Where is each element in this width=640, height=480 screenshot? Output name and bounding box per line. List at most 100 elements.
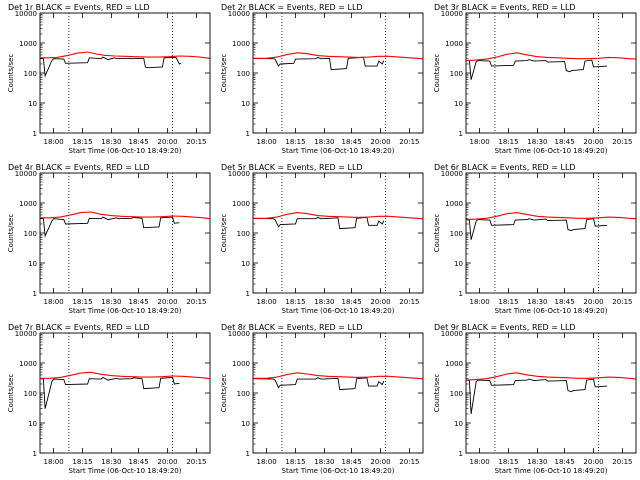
y-tick-label: 1000: [19, 360, 37, 368]
events-series-line: [252, 377, 385, 391]
y-tick-label: 10: [28, 100, 37, 108]
x-tick-label: 18:45: [342, 138, 362, 146]
y-tick-label: 100: [24, 70, 37, 78]
y-tick-label: 10000: [228, 170, 250, 178]
y-axis-label: Counts/sec: [7, 374, 15, 413]
x-tick-label: 20:15: [186, 298, 206, 306]
x-tick-label: 18:15: [72, 298, 92, 306]
y-axis-label: Counts/sec: [220, 54, 228, 93]
y-axis-label: Counts/sec: [433, 374, 441, 413]
x-tick-label: 18:45: [555, 458, 575, 466]
detector-panel-6: Det 6r BLACK = Events, RED = LLD 1 10 100 10…: [433, 163, 637, 315]
plot-frame: [252, 172, 424, 294]
plot-frame: [39, 12, 211, 134]
plot-frame: [252, 12, 424, 134]
x-tick-label: 18:00: [44, 298, 64, 306]
y-axis-label: Counts/sec: [433, 54, 441, 93]
x-tick-label: 18:45: [342, 458, 362, 466]
x-tick-label: 20:15: [612, 298, 632, 306]
y-tick-label: 100: [237, 230, 250, 238]
x-tick-label: 20:15: [612, 138, 632, 146]
x-tick-label: 18:45: [555, 298, 575, 306]
lld-series-line: [465, 212, 637, 221]
y-tick-label: 10: [28, 260, 37, 268]
y-tick-label: 1000: [232, 40, 250, 48]
lld-series-line: [253, 52, 424, 60]
y-tick-label: 1000: [232, 200, 250, 208]
lld-series-line: [465, 52, 637, 62]
x-axis-label: Start Time (06-Oct-10 18:49:20): [495, 147, 608, 155]
x-tick-label: 18:45: [555, 138, 575, 146]
y-axis-label: Counts/sec: [220, 374, 228, 413]
x-axis-label: Start Time (06-Oct-10 18:49:20): [69, 307, 182, 315]
y-tick-label: 1: [33, 450, 37, 458]
x-axis-label: Start Time (06-Oct-10 18:49:20): [69, 467, 182, 475]
detector-panel-4: Det 4r BLACK = Events, RED = LLD 1 10 100 10…: [7, 163, 211, 315]
y-tick-label: 10000: [228, 330, 250, 338]
y-tick-label: 1: [33, 290, 37, 298]
y-tick-label: 1: [246, 130, 250, 138]
y-tick-label: 10000: [15, 10, 37, 18]
x-tick-label: 18:00: [470, 458, 490, 466]
x-axis-label: Start Time (06-Oct-10 18:49:20): [282, 467, 395, 475]
events-series-line: [39, 216, 180, 238]
y-tick-label: 10: [241, 100, 250, 108]
x-tick-label: 18:30: [314, 298, 334, 306]
x-tick-label: 18:30: [101, 138, 121, 146]
panel-title: Det 9r BLACK = Events, RED = LLD: [434, 323, 576, 332]
x-tick-label: 18:00: [44, 458, 64, 466]
y-tick-label: 1: [33, 130, 37, 138]
y-tick-label: 1000: [19, 200, 37, 208]
y-tick-label: 10000: [441, 170, 463, 178]
detector-panel-8: Det 8r BLACK = Events, RED = LLD 1 10 100 10…: [220, 323, 424, 475]
detector-panel-2: Det 2r BLACK = Events, RED = LLD 1 10 100 10…: [220, 3, 424, 155]
x-tick-label: 18:00: [257, 458, 277, 466]
lld-series-line: [40, 211, 211, 220]
x-tick-label: 18:00: [257, 138, 277, 146]
x-tick-label: 20:00: [157, 458, 177, 466]
y-tick-label: 100: [450, 390, 463, 398]
y-tick-label: 1: [246, 450, 250, 458]
y-tick-label: 1: [459, 130, 463, 138]
x-axis-label: Start Time (06-Oct-10 18:49:20): [282, 307, 395, 315]
events-series-line: [465, 218, 608, 240]
x-tick-label: 20:00: [157, 298, 177, 306]
x-tick-label: 18:30: [527, 458, 547, 466]
plot-frame: [465, 12, 637, 134]
y-axis-label: Counts/sec: [7, 54, 15, 93]
x-tick-label: 20:15: [186, 138, 206, 146]
detector-panel-5: Det 5r BLACK = Events, RED = LLD 1 10 100 10…: [220, 163, 424, 315]
lld-series-line: [40, 51, 211, 59]
x-tick-label: 20:00: [583, 138, 603, 146]
y-tick-label: 10: [454, 420, 463, 428]
panel-title: Det 4r BLACK = Events, RED = LLD: [8, 163, 150, 172]
y-tick-label: 1000: [445, 360, 463, 368]
x-tick-label: 18:15: [285, 138, 305, 146]
x-tick-label: 20:00: [370, 298, 390, 306]
panel-title: Det 3r BLACK = Events, RED = LLD: [434, 3, 576, 12]
y-tick-label: 10000: [441, 330, 463, 338]
y-tick-label: 1000: [19, 40, 37, 48]
y-tick-label: 10000: [228, 10, 250, 18]
y-tick-label: 10: [241, 260, 250, 268]
y-tick-label: 100: [450, 70, 463, 78]
y-tick-label: 10: [241, 420, 250, 428]
y-tick-label: 10000: [15, 170, 37, 178]
y-tick-label: 1: [246, 290, 250, 298]
x-tick-label: 18:15: [72, 458, 92, 466]
detector-panel-3: Det 3r BLACK = Events, RED = LLD 1 10 100 10…: [433, 3, 637, 155]
x-tick-label: 20:00: [583, 298, 603, 306]
x-axis-label: Start Time (06-Oct-10 18:49:20): [69, 147, 182, 155]
x-tick-label: 18:00: [470, 298, 490, 306]
x-tick-label: 18:30: [314, 138, 334, 146]
y-tick-label: 100: [24, 390, 37, 398]
x-tick-label: 20:00: [370, 458, 390, 466]
x-tick-label: 20:00: [583, 458, 603, 466]
y-axis-label: Counts/sec: [7, 214, 15, 253]
panel-title: Det 5r BLACK = Events, RED = LLD: [221, 163, 363, 172]
x-tick-label: 18:00: [44, 138, 64, 146]
y-tick-label: 100: [450, 230, 463, 238]
x-axis-label: Start Time (06-Oct-10 18:49:20): [495, 467, 608, 475]
x-tick-label: 18:15: [498, 138, 518, 146]
panel-title: Det 2r BLACK = Events, RED = LLD: [221, 3, 363, 12]
